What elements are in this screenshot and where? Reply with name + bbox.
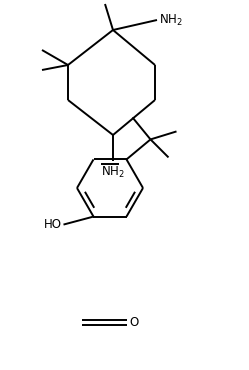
Text: NH$_2$: NH$_2$ <box>101 165 125 180</box>
Text: HO: HO <box>44 218 62 231</box>
Text: NH$_2$: NH$_2$ <box>159 13 183 27</box>
Text: O: O <box>129 316 138 329</box>
